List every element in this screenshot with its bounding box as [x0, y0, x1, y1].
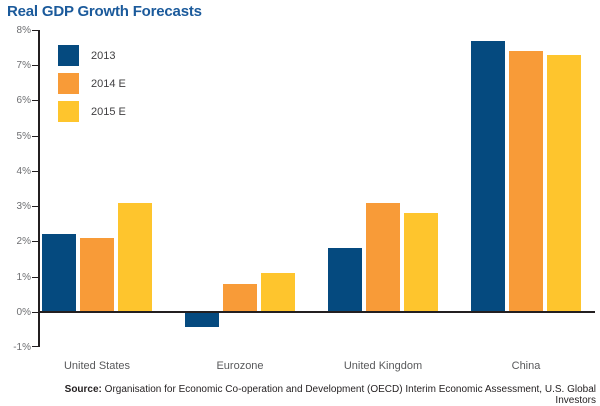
- bar-2015-e: [261, 273, 295, 311]
- plot-area: 8% 7% 6% 5% 4% 3% 2% 1% 0% -1% United States Eurozo…: [13, 26, 595, 372]
- y-axis-tick-label: 3%: [16, 201, 31, 213]
- bar-2013: [42, 234, 76, 311]
- y-axis-tick-label: 4%: [16, 165, 31, 177]
- y-axis-tick: [32, 311, 39, 313]
- category-label: United States: [63, 360, 131, 372]
- legend-item: 2015 E: [58, 101, 126, 122]
- y-axis-tick: [32, 30, 39, 31]
- legend-item: 2014 E: [58, 73, 126, 94]
- y-axis-tick-label: 5%: [16, 130, 31, 142]
- bar-2015-e: [404, 213, 438, 311]
- y-axis-tick: [32, 100, 39, 102]
- bar-2014-e: [80, 237, 114, 311]
- legend-swatch-2013: [58, 45, 79, 66]
- y-axis-tick: [32, 241, 39, 243]
- source-note: Source: Organisation for Economic Co-ope…: [36, 384, 596, 406]
- legend-swatch-2015-e: [58, 101, 79, 122]
- legend-label: 2014 E: [91, 77, 126, 90]
- category-label: Eurozone: [216, 360, 264, 372]
- y-axis-tick-label: -1%: [13, 342, 31, 353]
- bar-2015-e: [118, 202, 152, 311]
- source-label: Source:: [64, 384, 102, 395]
- y-axis-line: [38, 30, 40, 347]
- legend-swatch-2014-e: [58, 73, 79, 94]
- legend-item: 2013: [58, 45, 126, 66]
- y-axis-tick: [32, 206, 39, 208]
- zero-baseline: [38, 310, 595, 313]
- bar-2013: [185, 312, 219, 327]
- bar-2014-e: [223, 283, 257, 311]
- y-axis-tick-label: 1%: [16, 271, 31, 283]
- y-axis-tick-label: 8%: [16, 25, 31, 36]
- bar-2014-e: [366, 202, 400, 311]
- bar-2013: [471, 40, 505, 311]
- source-text: Organisation for Economic Co-operation a…: [101, 384, 596, 406]
- y-axis-tick: [32, 170, 39, 172]
- legend: 2013 2014 E 2015 E: [58, 45, 126, 129]
- chart-title: Real GDP Growth Forecasts: [7, 3, 202, 20]
- bar-2013: [328, 248, 362, 311]
- legend-label: 2013: [91, 49, 116, 62]
- category-label: China: [511, 360, 541, 372]
- bar-2014-e: [509, 51, 543, 311]
- y-axis-tick-label: 0%: [16, 306, 31, 318]
- y-axis-tick-label: 6%: [16, 95, 31, 107]
- legend-label: 2015 E: [91, 105, 126, 118]
- y-axis-tick: [32, 346, 39, 347]
- y-axis-tick: [32, 65, 39, 67]
- y-axis-tick-label: 2%: [16, 236, 31, 248]
- y-axis-tick: [32, 276, 39, 278]
- y-axis-tick: [32, 135, 39, 137]
- category-label: United Kingdom: [343, 360, 423, 372]
- bar-2015-e: [547, 54, 581, 311]
- y-axis-tick-label: 7%: [16, 60, 31, 72]
